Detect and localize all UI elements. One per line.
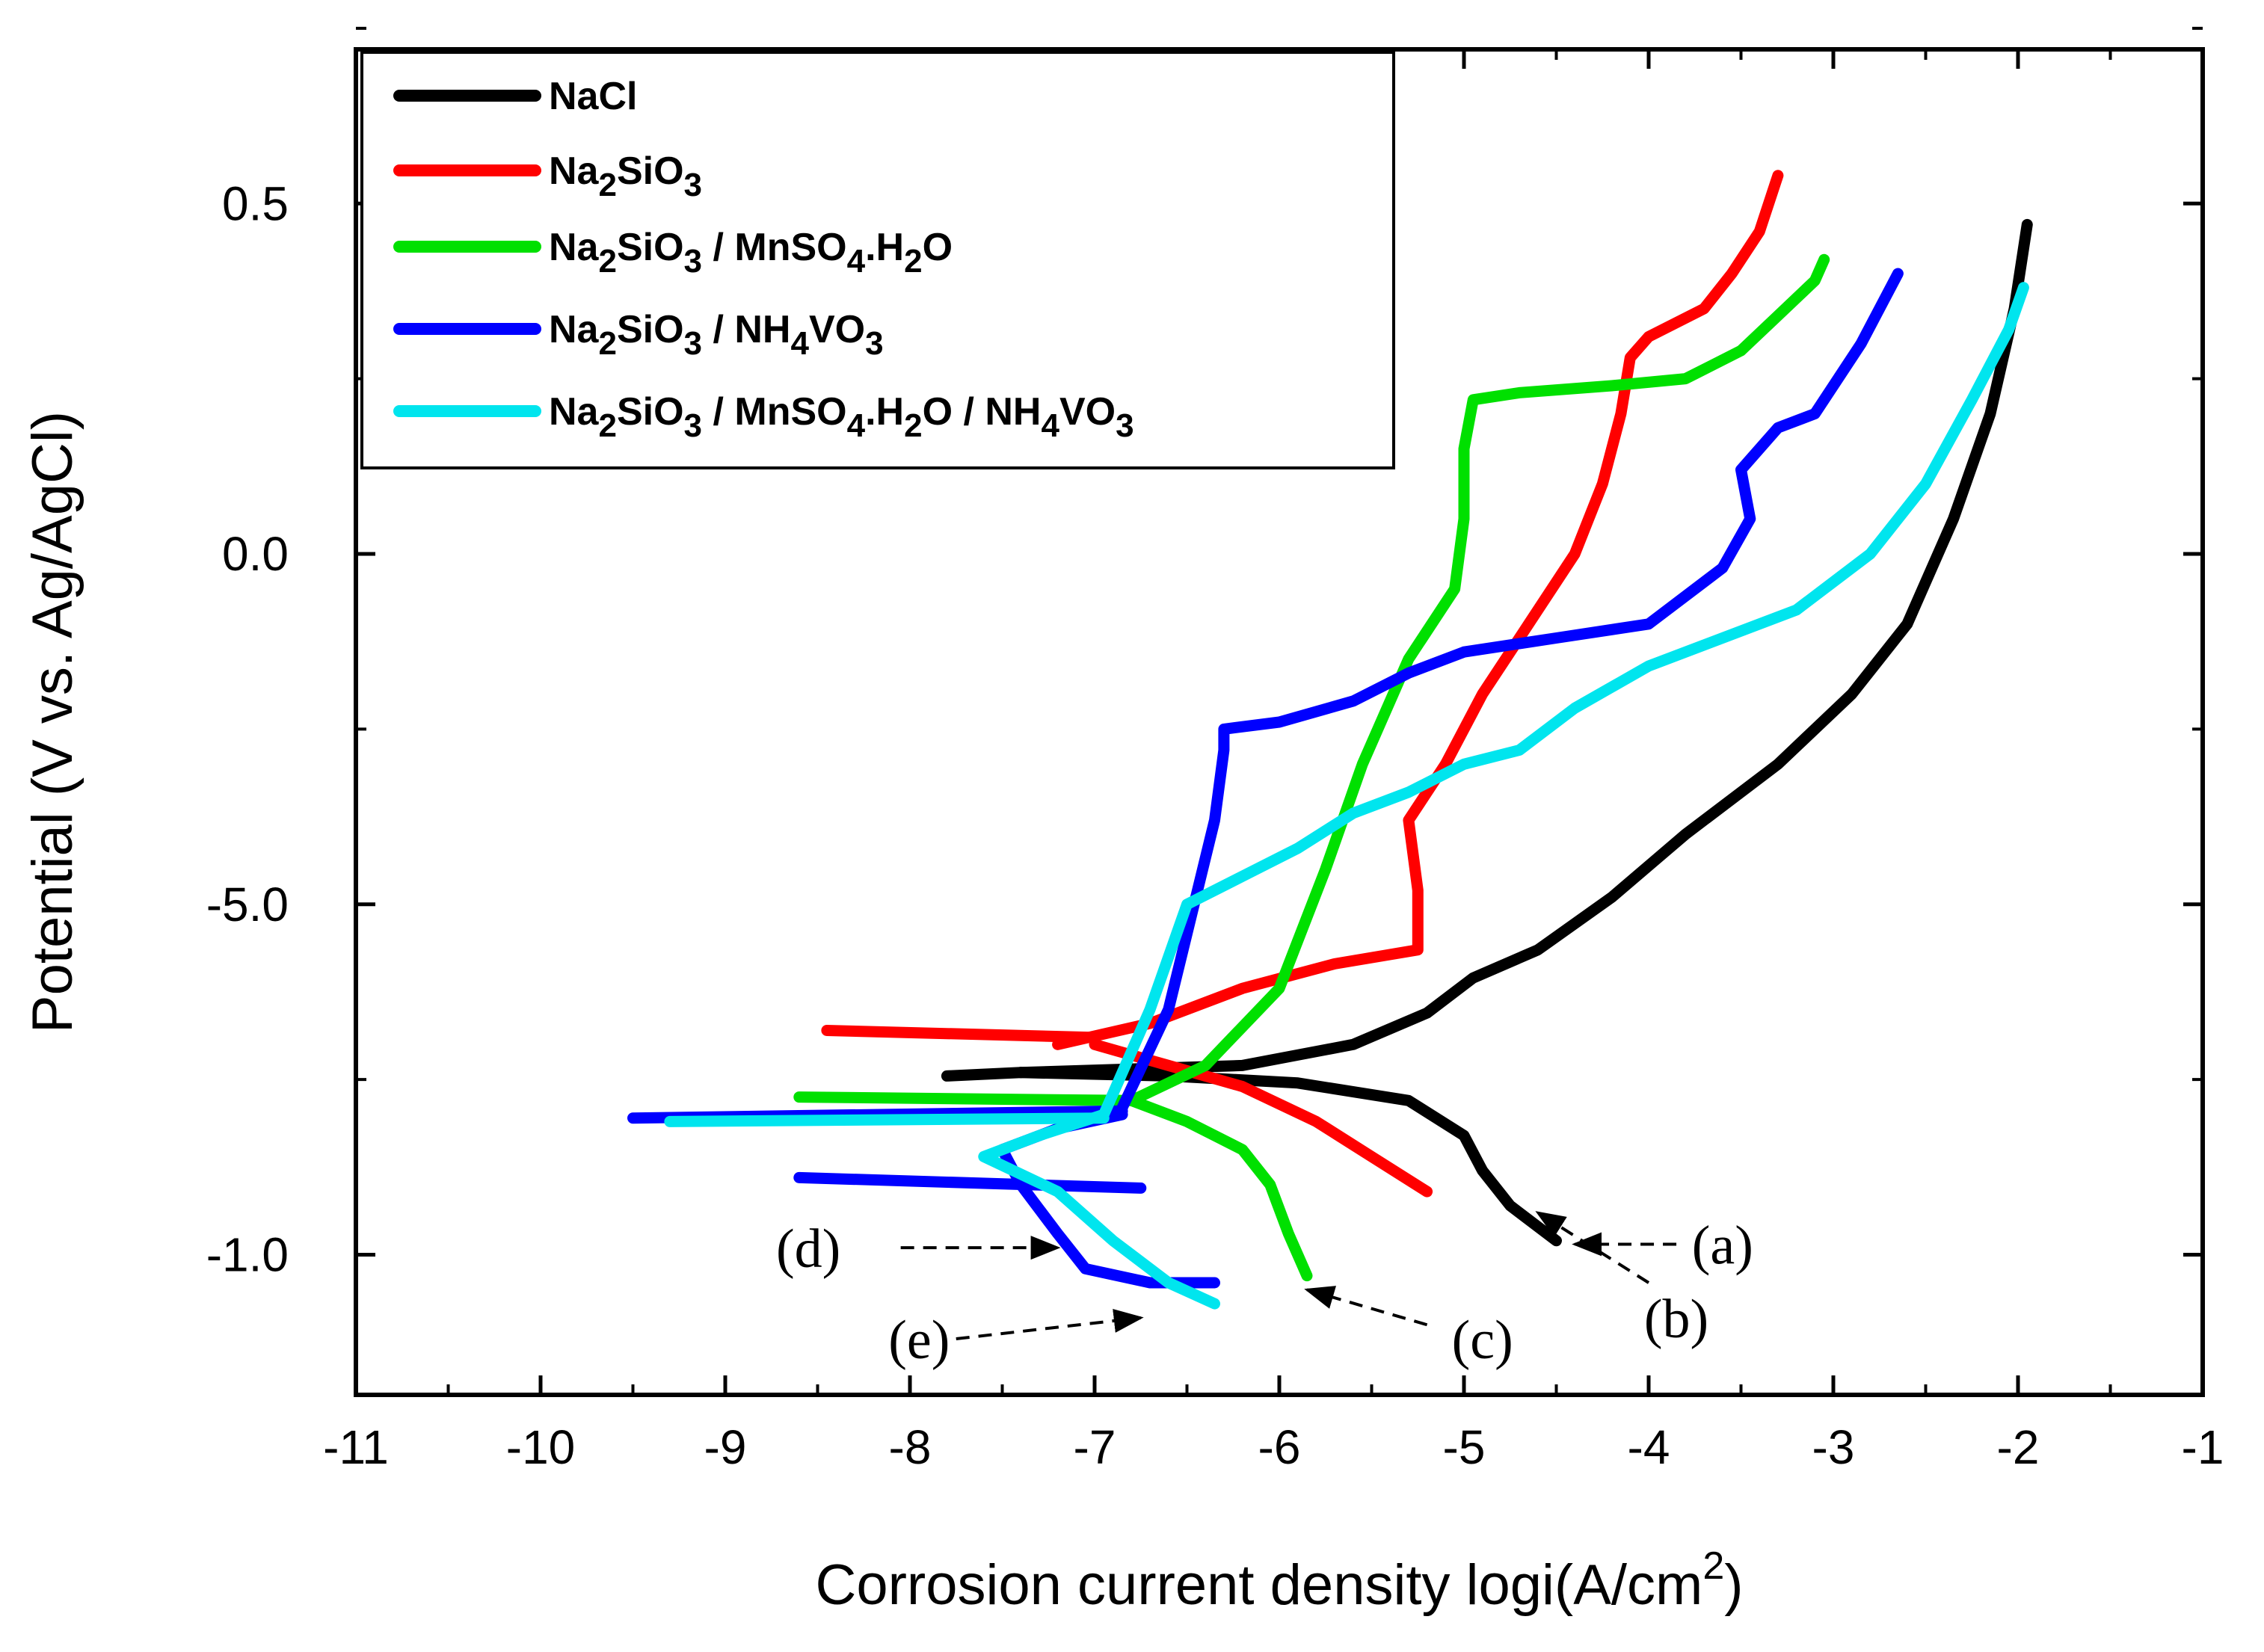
annotation-label: (d) [776,1218,840,1280]
legend-text-part: .H [865,226,904,269]
series-line-anodic [1052,170,1784,1050]
legend-subscript: 3 [684,407,702,444]
legend-entry: NaCl [549,75,637,118]
legend-subscript: 4 [847,243,866,280]
annotation-label: (c) [1452,1310,1513,1371]
legend-subscript: 4 [1041,407,1059,444]
y-tick-label: 0.5 [222,176,289,230]
series-line-cathodic [1089,1038,1433,1198]
series-line-anodic [1098,282,2029,1121]
annotation-label: (a) [1692,1215,1753,1276]
y-tick-label: 0.0 [222,527,289,581]
legend-text-part: SiO [617,150,684,193]
tick-layer: -11 -10 -9 -8 -7 -6 -5 -4 -3 -2 -1 0.5 0.0 -5.0 -1.0 [206,26,2224,1474]
x-tick-label: -11 [323,1420,389,1474]
legend-text-part: Na [549,308,600,351]
legend-subscript: 3 [684,243,702,280]
x-tick-label: -2 [1997,1420,2040,1474]
legend-subscript: 2 [598,243,616,280]
legend-text-part: SiO [617,226,684,269]
legend-text-part: SiO [617,390,684,434]
series-2 [793,253,1830,1282]
legend-text-part: / MnSO [702,226,847,269]
legend-subscript: 3 [865,325,883,362]
series-line-anodic [1015,218,2033,1079]
legend-entry: Na2SiO3 / NH4VO3 [549,308,884,362]
legend-subscript: 2 [598,325,616,362]
annotation-label: (e) [888,1310,950,1371]
annotation-arrow [956,1309,1144,1340]
x-tick-label: -4 [1628,1420,1670,1474]
legend-subscript: 4 [847,407,866,444]
annotation-label: (b) [1644,1289,1708,1350]
y-axis-title: Potential (V vs. Ag/AgCl) [21,411,84,1033]
legend-text-part: O / NH [923,390,1042,434]
legend-text-part: VO [809,308,865,351]
series-layer [627,170,2033,1310]
y-tick-label: -1.0 [206,1228,289,1282]
legend-subscript: 3 [1116,407,1133,444]
legend-subscript: 2 [904,407,922,444]
series-line-extra [793,1091,1137,1106]
legend-text-part: O [923,226,953,269]
x-tick-label: -10 [506,1420,576,1474]
x-tick-label: -6 [1258,1420,1301,1474]
series-line-extra [793,1171,1147,1194]
x-axis-title-sup: 2 [1702,1544,1724,1588]
legend-box [360,51,1395,469]
x-tick-label: -5 [1443,1420,1486,1474]
legend-subscript: 2 [904,243,922,280]
series-line-anodic [1116,268,1904,1114]
series-line-cathodic [978,1109,1220,1310]
series-line-extra [664,1112,1110,1127]
legend-text-part: / NH [702,308,790,351]
series-line-anodic [1125,253,1830,1106]
series-line-extra [941,1067,1027,1082]
legend-text-part: / MnSO [702,390,847,434]
x-tick-label: -7 [1074,1420,1116,1474]
legend-entry: Na2SiO3 / MnSO4.H2O [549,226,953,280]
legend-text-part: Na [549,226,600,269]
series-4 [664,282,2029,1310]
legend-entry: Na2SiO3 / MnSO4.H2O / NH4VO3 [549,390,1134,444]
x-tick-label: -9 [704,1420,747,1474]
x-tick-label: -1 [2182,1420,2224,1474]
legend-subscript: 2 [598,167,616,203]
x-axis-title-main: Corrosion current density logi(A/cm [815,1553,1702,1617]
legend-subscript: 3 [684,167,702,203]
legend-text-part: Na [549,150,600,193]
legend-subscript: 4 [790,325,809,362]
legend-text-part: SiO [617,308,684,351]
legend-subscript: 2 [598,407,616,444]
x-tick-label: -8 [889,1420,932,1474]
x-axis-title: Corrosion current density logi(A/cm2) [815,1544,1743,1617]
legend-text-part: .H [865,390,904,434]
annotation-layer: (a) (b) (c) (d) (e) [776,1211,1753,1371]
series-line-extra [821,1025,1101,1044]
x-axis-title-end: ) [1724,1553,1743,1617]
legend-subscript: 3 [684,325,702,362]
series-line-cathodic [1125,1094,1313,1282]
legend-text-part: Na [549,390,600,434]
series-1 [821,170,1784,1198]
legend-text-part: VO [1059,390,1116,434]
legend-entry: Na2SiO3 [549,150,702,203]
x-tick-label: -3 [1812,1420,1855,1474]
y-tick-label: -5.0 [206,878,289,931]
legend-text-part: NaCl [549,75,637,118]
